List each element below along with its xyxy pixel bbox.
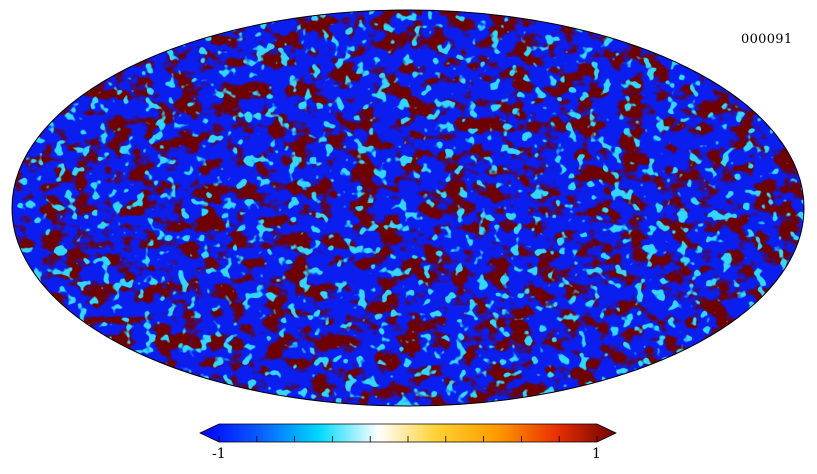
map-outline	[11, 9, 805, 407]
colorbar	[199, 423, 617, 443]
map-speckle-highlights	[12, 10, 804, 406]
map-id-label: 000091	[741, 32, 793, 47]
colorbar-min-label: -1	[212, 446, 226, 462]
colorbar-max-label: 1	[592, 446, 601, 462]
colorbar-ticks	[218, 436, 598, 442]
sky-map	[12, 10, 804, 406]
